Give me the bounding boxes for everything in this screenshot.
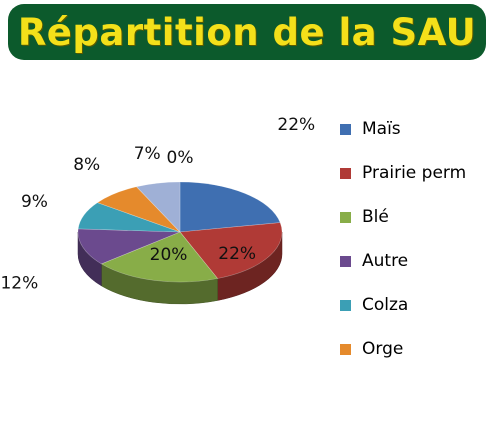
legend-swatch	[340, 167, 351, 179]
pie-slice-5	[96, 186, 181, 233]
pie-label-6: 7%	[134, 144, 161, 164]
legend-item: Prairie perm	[340, 162, 466, 184]
legend-swatch	[340, 299, 351, 311]
chart-title: Répartition de la SAU	[17, 10, 477, 54]
legend-swatch	[340, 343, 351, 355]
legend-label: Autre	[362, 251, 409, 271]
legend-swatch	[340, 211, 351, 223]
pie-label-5: 8%	[73, 155, 100, 175]
pie-label-3: 12%	[0, 273, 38, 293]
pie-label-zero-0: 0%	[167, 148, 194, 168]
legend-item: Blé	[340, 206, 389, 228]
pie-label-1: 22%	[218, 244, 256, 264]
legend-label: Prairie perm	[362, 163, 467, 183]
pie-slice-2	[100, 231, 219, 283]
legend-item: Autre	[340, 250, 408, 272]
pie-label-0: 22%	[277, 115, 315, 135]
legend-item: Colza	[340, 294, 408, 316]
legend-label: Colza	[362, 295, 409, 315]
pie-slice-0	[179, 181, 281, 233]
pie-slice-4	[77, 202, 181, 233]
pie-slice-1	[179, 222, 283, 279]
legend-swatch	[340, 255, 351, 267]
title-banner: Répartition de la SAU	[8, 4, 486, 60]
pie-label-4: 9%	[21, 192, 48, 212]
legend-item: Orge	[340, 338, 403, 360]
legend-label: Maïs	[362, 119, 401, 139]
pie-slice-6	[135, 181, 181, 233]
legend-item: Maïs	[340, 118, 401, 140]
legend-label: Orge	[362, 339, 404, 359]
pie-label-2: 20%	[150, 245, 188, 265]
legend-label: Blé	[362, 207, 389, 227]
pie-slice-3	[77, 228, 181, 265]
legend-swatch	[340, 123, 351, 135]
